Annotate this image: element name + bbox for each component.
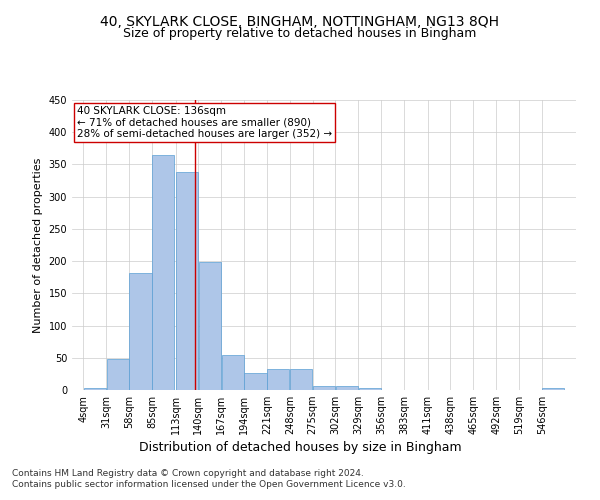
Bar: [176, 172, 198, 390]
Text: Contains HM Land Registry data © Crown copyright and database right 2024.: Contains HM Land Registry data © Crown c…: [12, 468, 364, 477]
Bar: [313, 386, 335, 390]
Text: 40 SKYLARK CLOSE: 136sqm
← 71% of detached houses are smaller (890)
28% of semi-: 40 SKYLARK CLOSE: 136sqm ← 71% of detach…: [77, 106, 332, 139]
Text: Distribution of detached houses by size in Bingham: Distribution of detached houses by size …: [139, 441, 461, 454]
Text: Size of property relative to detached houses in Bingham: Size of property relative to detached ho…: [124, 28, 476, 40]
Bar: [542, 388, 564, 390]
Bar: [130, 274, 152, 390]
Bar: [244, 373, 266, 390]
Bar: [336, 386, 358, 390]
Text: Contains public sector information licensed under the Open Government Licence v3: Contains public sector information licen…: [12, 480, 406, 489]
Bar: [359, 388, 381, 390]
Bar: [84, 388, 106, 390]
Text: 40, SKYLARK CLOSE, BINGHAM, NOTTINGHAM, NG13 8QH: 40, SKYLARK CLOSE, BINGHAM, NOTTINGHAM, …: [101, 15, 499, 29]
Bar: [199, 262, 221, 390]
Bar: [267, 370, 289, 390]
Bar: [107, 359, 129, 390]
Bar: [152, 155, 175, 390]
Bar: [290, 370, 312, 390]
Y-axis label: Number of detached properties: Number of detached properties: [33, 158, 43, 332]
Bar: [221, 355, 244, 390]
